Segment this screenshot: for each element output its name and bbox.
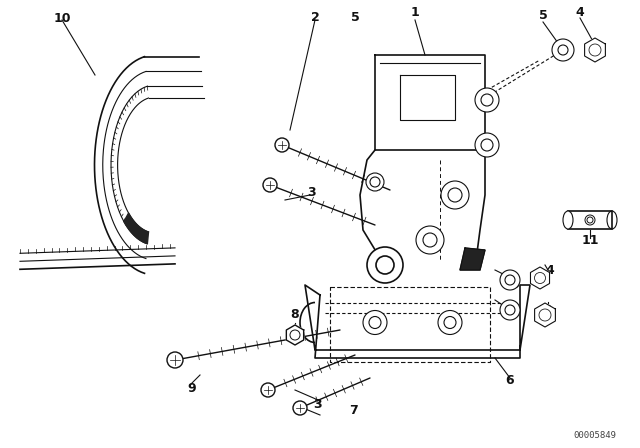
Circle shape [441,181,469,209]
Text: 4: 4 [543,303,552,316]
Text: 00005849: 00005849 [573,431,616,439]
Text: 7: 7 [349,404,358,417]
Text: 9: 9 [188,382,196,395]
Circle shape [500,300,520,320]
Polygon shape [584,38,605,62]
Circle shape [263,178,277,192]
Text: 2: 2 [310,10,319,23]
Circle shape [500,270,520,290]
Text: 5: 5 [351,10,360,23]
Circle shape [367,247,403,283]
Text: 1: 1 [411,5,419,18]
Polygon shape [460,248,485,270]
Text: 8: 8 [291,309,300,322]
Circle shape [552,39,574,61]
Text: 4: 4 [575,5,584,18]
Text: 5: 5 [511,279,520,292]
Text: 3: 3 [314,399,323,412]
Bar [568,211,612,229]
Circle shape [275,138,289,152]
Text: 10: 10 [53,12,71,25]
Circle shape [475,88,499,112]
Text: 4: 4 [546,263,554,276]
Text: 5: 5 [539,9,547,22]
Circle shape [366,173,384,191]
Polygon shape [534,303,556,327]
Circle shape [416,226,444,254]
Circle shape [438,310,462,335]
Polygon shape [124,213,148,244]
Text: 5: 5 [506,309,515,322]
Circle shape [585,215,595,225]
Circle shape [261,383,275,397]
Circle shape [167,352,183,368]
Text: 6: 6 [506,374,515,387]
Text: 11: 11 [581,233,599,246]
Ellipse shape [563,211,573,229]
Polygon shape [286,325,303,345]
Polygon shape [531,267,550,289]
Circle shape [293,401,307,415]
Circle shape [363,310,387,335]
Circle shape [475,133,499,157]
Text: 3: 3 [308,185,316,198]
